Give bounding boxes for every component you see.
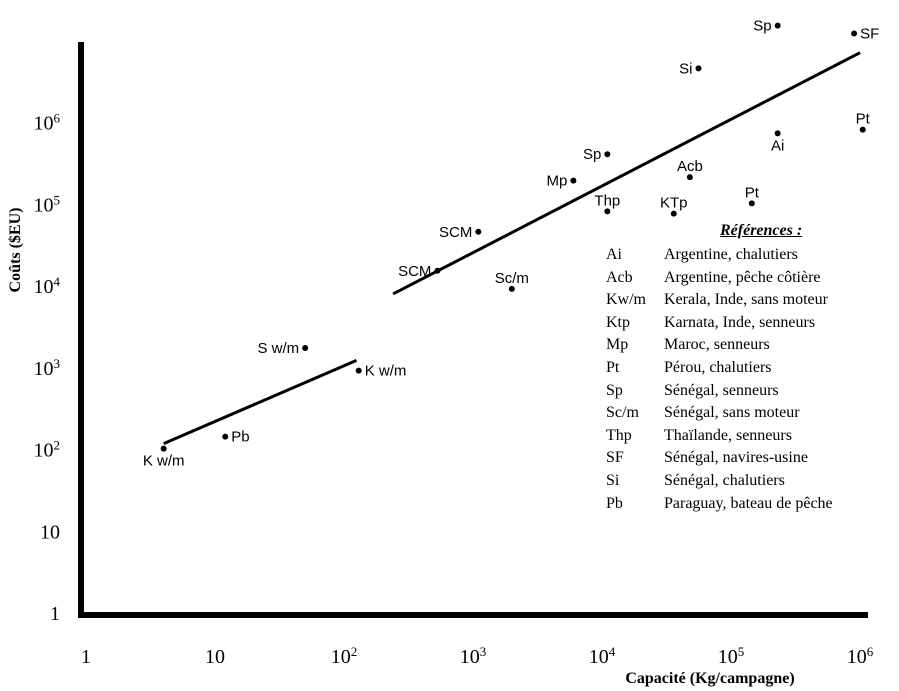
data-point (475, 228, 482, 235)
legend-item: Mp Maroc, senneurs (606, 334, 896, 357)
legend-description: Kerala, Inde, sans moteur (664, 291, 828, 309)
data-point (160, 445, 167, 452)
legend-item: Pt Pérou, chalutiers (606, 357, 896, 380)
legend-description: Thaïlande, senneurs (664, 426, 792, 444)
tick-label: 104 (34, 274, 61, 299)
legend-description: Argentine, pêche côtière (664, 268, 821, 286)
legend-item: Kw/m Kerala, Inde, sans moteur (606, 289, 896, 312)
legend-description: Sénégal, senneurs (664, 381, 779, 399)
tick-labels: 1 10 102 103 104 105 106 1 10 102 103 104 105 106 (34, 110, 874, 668)
legend-description: Paraguay, bateau de pêche (664, 494, 833, 512)
fit-line-1 (163, 359, 358, 445)
legend-code: Si (606, 471, 620, 489)
legend-item: Thp Thaïlande, senneurs (606, 425, 896, 448)
tick-label: 1 (50, 603, 60, 625)
tick-label: 106 (34, 110, 61, 135)
data-point (774, 130, 781, 137)
tick-label: 10 (40, 521, 60, 543)
point-label: KTp (660, 195, 688, 212)
tick-label: 104 (589, 644, 616, 669)
tick-label: 106 (847, 644, 874, 669)
legend-item: Si Sénégal, chalutiers (606, 470, 896, 493)
tick-label: 103 (460, 644, 487, 669)
data-point (355, 367, 362, 374)
point-label: K w/m (143, 453, 185, 470)
legend-item: Pb Paraguay, bateau de pêche (606, 493, 896, 516)
tick-label: 105 (34, 192, 61, 217)
point-label: SF (860, 26, 879, 43)
legend-code: Thp (606, 426, 632, 444)
point-label: Sc/m (495, 270, 529, 287)
x-axis-label: Capacité (Kg/campagne) (625, 670, 794, 687)
fit-lines (163, 51, 861, 445)
point-label: Ai (771, 137, 784, 154)
tick-label: 103 (34, 355, 61, 380)
tick-label: 105 (718, 644, 745, 669)
point-label: Mp (547, 173, 568, 190)
legend-code: Mp (606, 336, 629, 354)
data-point (604, 208, 611, 215)
point-label: SCM (439, 224, 472, 241)
legend: Références : Ai Argentine, chalutiers Acb A… (606, 222, 896, 515)
legend-items: Ai Argentine, chalutiers Acb Argentine, pêc… (606, 244, 896, 515)
legend-description: Karnata, Inde, senneurs (664, 313, 816, 331)
axes (78, 42, 868, 618)
legend-description: Sénégal, sans moteur (664, 404, 800, 422)
legend-item: Ai Argentine, chalutiers (606, 244, 896, 267)
legend-item: Sc/m Sénégal, sans moteur (606, 402, 896, 425)
data-point (670, 210, 677, 217)
point-label: Pt (856, 111, 871, 128)
legend-item: Acb Argentine, pêche côtière (606, 267, 896, 290)
point-label: Sp (753, 18, 771, 35)
legend-code: Ai (606, 246, 622, 263)
point-label: Sp (583, 146, 601, 163)
data-points: K w/m Pb S w/m K w/m SCM SCM Sc/m Mp Sp Thp KTp Acb… (143, 18, 879, 470)
data-point (748, 200, 755, 207)
data-point (508, 285, 515, 292)
point-label: S w/m (257, 340, 299, 357)
data-point (859, 126, 866, 133)
tick-label: 102 (331, 644, 358, 669)
legend-title: Références : (720, 222, 803, 239)
legend-code: Sc/m (606, 404, 639, 422)
fit-line-2 (392, 51, 861, 296)
legend-code: Sp (606, 381, 623, 399)
data-point (851, 30, 858, 37)
legend-code: Kw/m (606, 291, 646, 309)
legend-item: SF Sénégal, navires-usine (606, 447, 896, 470)
data-point (695, 65, 702, 72)
legend-code: Acb (606, 268, 633, 286)
legend-code: Pt (606, 358, 620, 376)
point-label: Thp (594, 192, 620, 209)
legend-code: Pb (606, 494, 623, 512)
legend-item: Sp Sénégal, senneurs (606, 380, 896, 403)
data-point (302, 345, 309, 352)
point-label: Pt (745, 184, 760, 201)
legend-code: Ktp (606, 313, 630, 331)
point-label: Pb (231, 429, 249, 446)
legend-description: Maroc, senneurs (664, 336, 770, 354)
tick-label: 1 (81, 646, 91, 668)
tick-label: 10 (205, 646, 225, 668)
legend-description: Sénégal, navires-usine (664, 449, 808, 467)
data-point (774, 22, 781, 29)
legend-item: Ktp Karnata, Inde, senneurs (606, 312, 896, 335)
y-axis-label: Coûts ($EU) (7, 208, 24, 293)
legend-description: Pérou, chalutiers (664, 358, 772, 376)
data-point (604, 151, 611, 158)
data-point (570, 177, 577, 184)
tick-label: 102 (34, 437, 61, 462)
point-label: SCM (398, 263, 431, 280)
data-point (434, 267, 441, 274)
legend-description: Argentine, chalutiers (664, 246, 798, 263)
legend-code: SF (606, 449, 624, 467)
legend-description: Sénégal, chalutiers (664, 471, 785, 489)
data-point (222, 433, 229, 440)
point-label: K w/m (365, 363, 407, 380)
point-label: Si (679, 60, 692, 77)
data-point (686, 174, 693, 181)
point-label: Acb (677, 158, 703, 175)
